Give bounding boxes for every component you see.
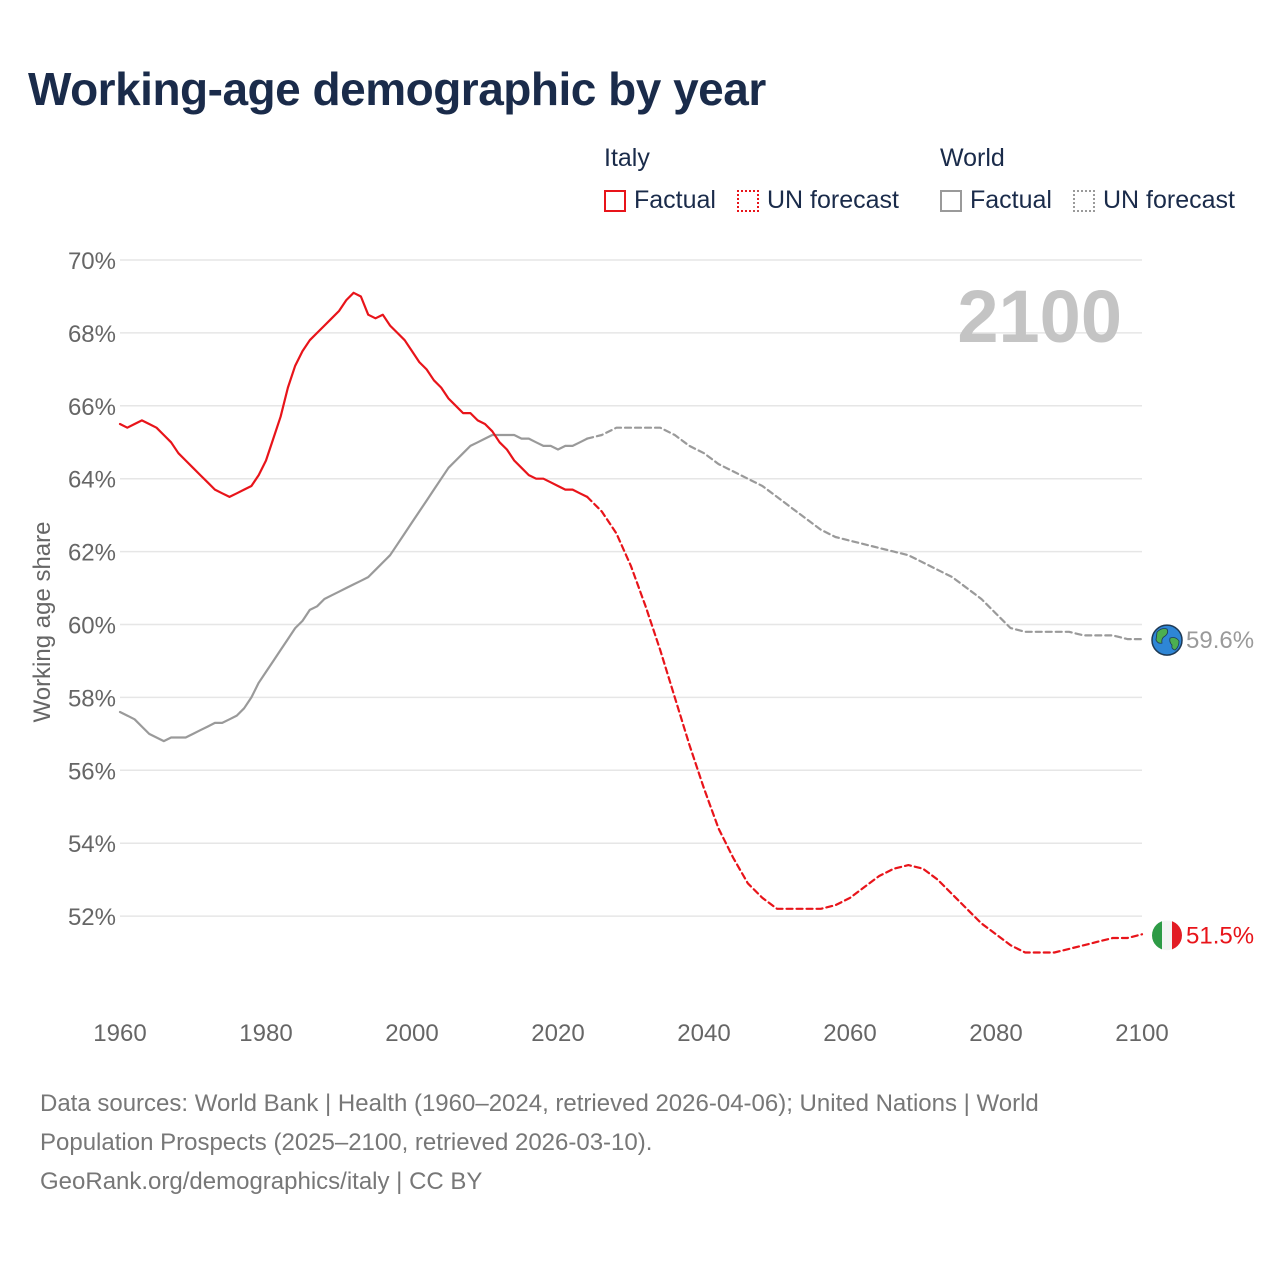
footer-sources-line-1: Data sources: World Bank | Health (1960–… bbox=[40, 1090, 1039, 1117]
legend-item-italy-forecast[interactable]: UN forecast bbox=[737, 186, 899, 215]
y-tick-label: 70% bbox=[68, 248, 116, 275]
x-tick-label: 2000 bbox=[385, 1020, 438, 1047]
series-line-world-factual bbox=[118, 433, 589, 743]
footer: Data sources: World Bank | Health (1960–… bbox=[40, 1084, 1240, 1201]
legend-swatch-dotted bbox=[737, 189, 759, 212]
y-tick-label: 52% bbox=[68, 904, 116, 931]
legend-group-world: World bbox=[940, 144, 1005, 172]
y-axis-label: Working age share bbox=[29, 522, 56, 723]
globe-land bbox=[1169, 637, 1180, 651]
y-tick-label: 54% bbox=[68, 831, 116, 858]
flag-white bbox=[1162, 920, 1172, 951]
x-tick-label: 1960 bbox=[93, 1020, 146, 1047]
y-axis-ticks: 52% 54% 56% 58% 60% 62% 64% 66% 68% 70% bbox=[68, 248, 116, 931]
legend-item-world-factual[interactable]: Factual bbox=[940, 186, 1052, 215]
y-tick-label: 56% bbox=[68, 758, 116, 785]
x-axis-ticks: 1960 1980 2000 2020 2040 2060 2080 2100 bbox=[93, 1020, 1168, 1047]
series-line-world-un-forecast bbox=[586, 426, 1144, 641]
y-tick-label: 60% bbox=[68, 613, 116, 640]
legend-swatch-solid bbox=[940, 189, 962, 212]
grid-lines bbox=[120, 259, 1142, 917]
legend-swatch-dotted bbox=[1073, 189, 1095, 212]
series-line-italy-factual bbox=[118, 291, 589, 498]
legend-group-italy: Italy bbox=[604, 144, 650, 172]
italy-flag-icon bbox=[1152, 920, 1182, 951]
year-label: 2100 bbox=[957, 275, 1122, 358]
x-tick-label: 2020 bbox=[531, 1020, 584, 1047]
x-tick-label: 2040 bbox=[677, 1020, 730, 1047]
legend-label: UN forecast bbox=[767, 186, 899, 214]
y-tick-label: 58% bbox=[68, 685, 116, 712]
flag-red bbox=[1172, 920, 1182, 951]
end-labels: 59.6% 51.5% bbox=[1151, 624, 1254, 951]
end-value-label: 51.5% bbox=[1186, 922, 1254, 949]
x-tick-label: 2060 bbox=[823, 1020, 876, 1047]
y-tick-label: 66% bbox=[68, 394, 116, 421]
y-tick-label: 64% bbox=[68, 467, 116, 494]
legend-label: Factual bbox=[634, 186, 716, 214]
globe-land bbox=[1155, 628, 1169, 644]
x-tick-label: 2100 bbox=[1115, 1020, 1168, 1047]
legend-swatch-solid bbox=[604, 189, 626, 212]
y-tick-label: 68% bbox=[68, 321, 116, 348]
legend-item-world-forecast[interactable]: UN forecast bbox=[1073, 186, 1235, 215]
globe-icon bbox=[1151, 624, 1183, 656]
x-tick-label: 1980 bbox=[239, 1020, 292, 1047]
end-value-label: 59.6% bbox=[1186, 627, 1254, 654]
series-line-italy-un-forecast bbox=[586, 495, 1144, 954]
footer-sources-line-2: Population Prospects (2025–2100, retriev… bbox=[40, 1129, 653, 1156]
footer-credit: GeoRank.org/demographics/italy | CC BY bbox=[40, 1168, 483, 1195]
x-tick-label: 2080 bbox=[969, 1020, 1022, 1047]
y-tick-label: 62% bbox=[68, 540, 116, 567]
legend-item-italy-factual[interactable]: Factual bbox=[604, 186, 716, 215]
legend-label: Factual bbox=[970, 186, 1052, 214]
flag-green bbox=[1152, 920, 1162, 951]
flag-stripes bbox=[1152, 920, 1182, 951]
series-lines bbox=[118, 291, 1144, 954]
legend-label: UN forecast bbox=[1103, 186, 1235, 214]
chart-title: Working-age demographic by year bbox=[28, 63, 766, 115]
globe-ocean bbox=[1151, 624, 1183, 656]
